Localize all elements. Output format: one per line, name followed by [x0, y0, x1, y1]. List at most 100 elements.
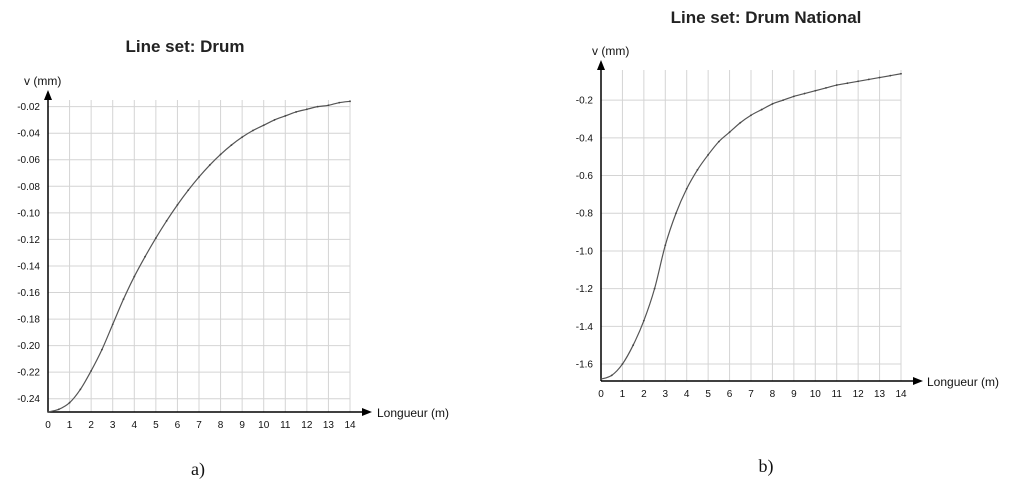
y-tick-label: -1.0	[576, 246, 594, 257]
data-point	[696, 168, 699, 171]
data-point	[90, 369, 93, 372]
data-point	[295, 111, 297, 113]
y-tick-label: -0.2	[576, 96, 594, 107]
x-tick-label: 5	[705, 389, 711, 400]
data-point	[889, 74, 892, 77]
x-tick-label: 10	[810, 389, 822, 400]
y-tick-label: -0.20	[17, 341, 40, 352]
data-point	[262, 124, 265, 127]
data-point	[284, 115, 287, 117]
data-point	[154, 237, 157, 239]
data-point	[771, 103, 774, 105]
x-tick-label: 6	[175, 420, 181, 431]
y-tick-label: -1.4	[576, 322, 594, 333]
data-point	[728, 131, 731, 134]
y-tick-label: -0.18	[17, 315, 40, 326]
panel-caption: b)	[759, 456, 774, 477]
y-axis-arrow-icon	[597, 60, 605, 70]
data-point	[857, 80, 860, 83]
data-point	[208, 164, 211, 166]
y-axis-label: v (mm)	[592, 44, 629, 58]
data-point	[349, 100, 351, 103]
x-tick-label: 0	[45, 420, 51, 431]
x-tick-label: 13	[874, 389, 886, 400]
x-axis-arrow-icon	[362, 408, 372, 416]
data-point	[133, 275, 136, 278]
data-point	[792, 95, 795, 98]
x-tick-label: 7	[748, 389, 754, 400]
x-tick-label: 1	[67, 420, 73, 431]
chart-panel-a: Line set: Drum v (mm) Longueur (m) a) 0 1…	[17, 37, 449, 480]
y-tick-label: -1.2	[576, 284, 594, 295]
data-point	[739, 121, 742, 124]
data-point	[685, 187, 688, 190]
data-point	[241, 136, 244, 139]
x-axis-arrow-icon	[913, 377, 923, 385]
x-tick-label: 14	[344, 420, 356, 431]
y-tick-label: -0.4	[576, 133, 594, 144]
data-point	[165, 219, 168, 222]
data-point	[750, 114, 752, 117]
data-point	[653, 287, 656, 290]
chart-title: Line set: Drum National	[671, 8, 862, 27]
data-point	[327, 104, 330, 107]
y-tick-label: -0.02	[17, 102, 40, 113]
data-point	[878, 76, 881, 79]
data-point	[198, 176, 200, 178]
data-point	[144, 255, 146, 258]
data-point	[176, 203, 179, 206]
panel-caption: a)	[191, 459, 205, 480]
y-tick-label: -0.12	[17, 235, 40, 246]
data-point	[273, 119, 276, 121]
y-tick-label: -0.22	[17, 368, 40, 379]
x-tick-label: 0	[598, 389, 604, 400]
data-point	[187, 189, 190, 192]
chart-panel-b: Line set: Drum National v (mm) Longueur …	[576, 8, 999, 477]
data-point	[760, 108, 763, 111]
x-tick-label: 9	[791, 389, 797, 400]
x-tick-label: 10	[258, 420, 270, 431]
data-point	[846, 82, 849, 85]
data-point	[707, 153, 710, 156]
x-tick-label: 14	[895, 389, 907, 400]
data-point	[717, 140, 720, 143]
x-tick-label: 11	[832, 389, 843, 400]
x-axis-label: Longueur (m)	[927, 375, 999, 389]
x-tick-label: 8	[770, 389, 776, 400]
y-tick-label: -0.14	[17, 261, 40, 272]
y-tick-label: -0.04	[17, 129, 40, 140]
x-tick-label: 2	[88, 420, 94, 431]
data-point	[57, 408, 60, 411]
data-point	[664, 244, 667, 247]
x-tick-label: 8	[218, 420, 224, 431]
data-point	[675, 212, 677, 215]
data-point	[338, 101, 341, 104]
x-tick-label: 3	[110, 420, 116, 431]
data-point	[835, 84, 838, 86]
y-tick-label: -1.6	[576, 360, 594, 371]
x-tick-label: 11	[280, 420, 291, 431]
data-point	[111, 323, 114, 326]
x-axis-label: Longueur (m)	[377, 406, 449, 420]
data-point	[47, 411, 49, 413]
y-tick-label: -0.16	[17, 288, 40, 299]
chart-title: Line set: Drum	[125, 37, 244, 56]
x-tick-label: 13	[323, 420, 335, 431]
x-tick-label: 4	[132, 420, 138, 431]
y-tick-label: -0.08	[17, 182, 40, 193]
y-tick-label: -0.10	[17, 208, 40, 219]
y-axis-label: v (mm)	[24, 74, 61, 88]
x-tick-label: 9	[239, 420, 245, 431]
data-point	[621, 363, 624, 365]
data-point	[600, 378, 602, 381]
data-point	[632, 344, 635, 347]
data-point	[900, 72, 902, 75]
data-point	[68, 401, 71, 404]
data-point	[610, 374, 613, 377]
data-point	[825, 87, 827, 89]
data-point	[101, 348, 103, 351]
data-point	[252, 129, 254, 132]
y-tick-label: -0.24	[17, 394, 40, 405]
y-axis-arrow-icon	[44, 90, 52, 100]
